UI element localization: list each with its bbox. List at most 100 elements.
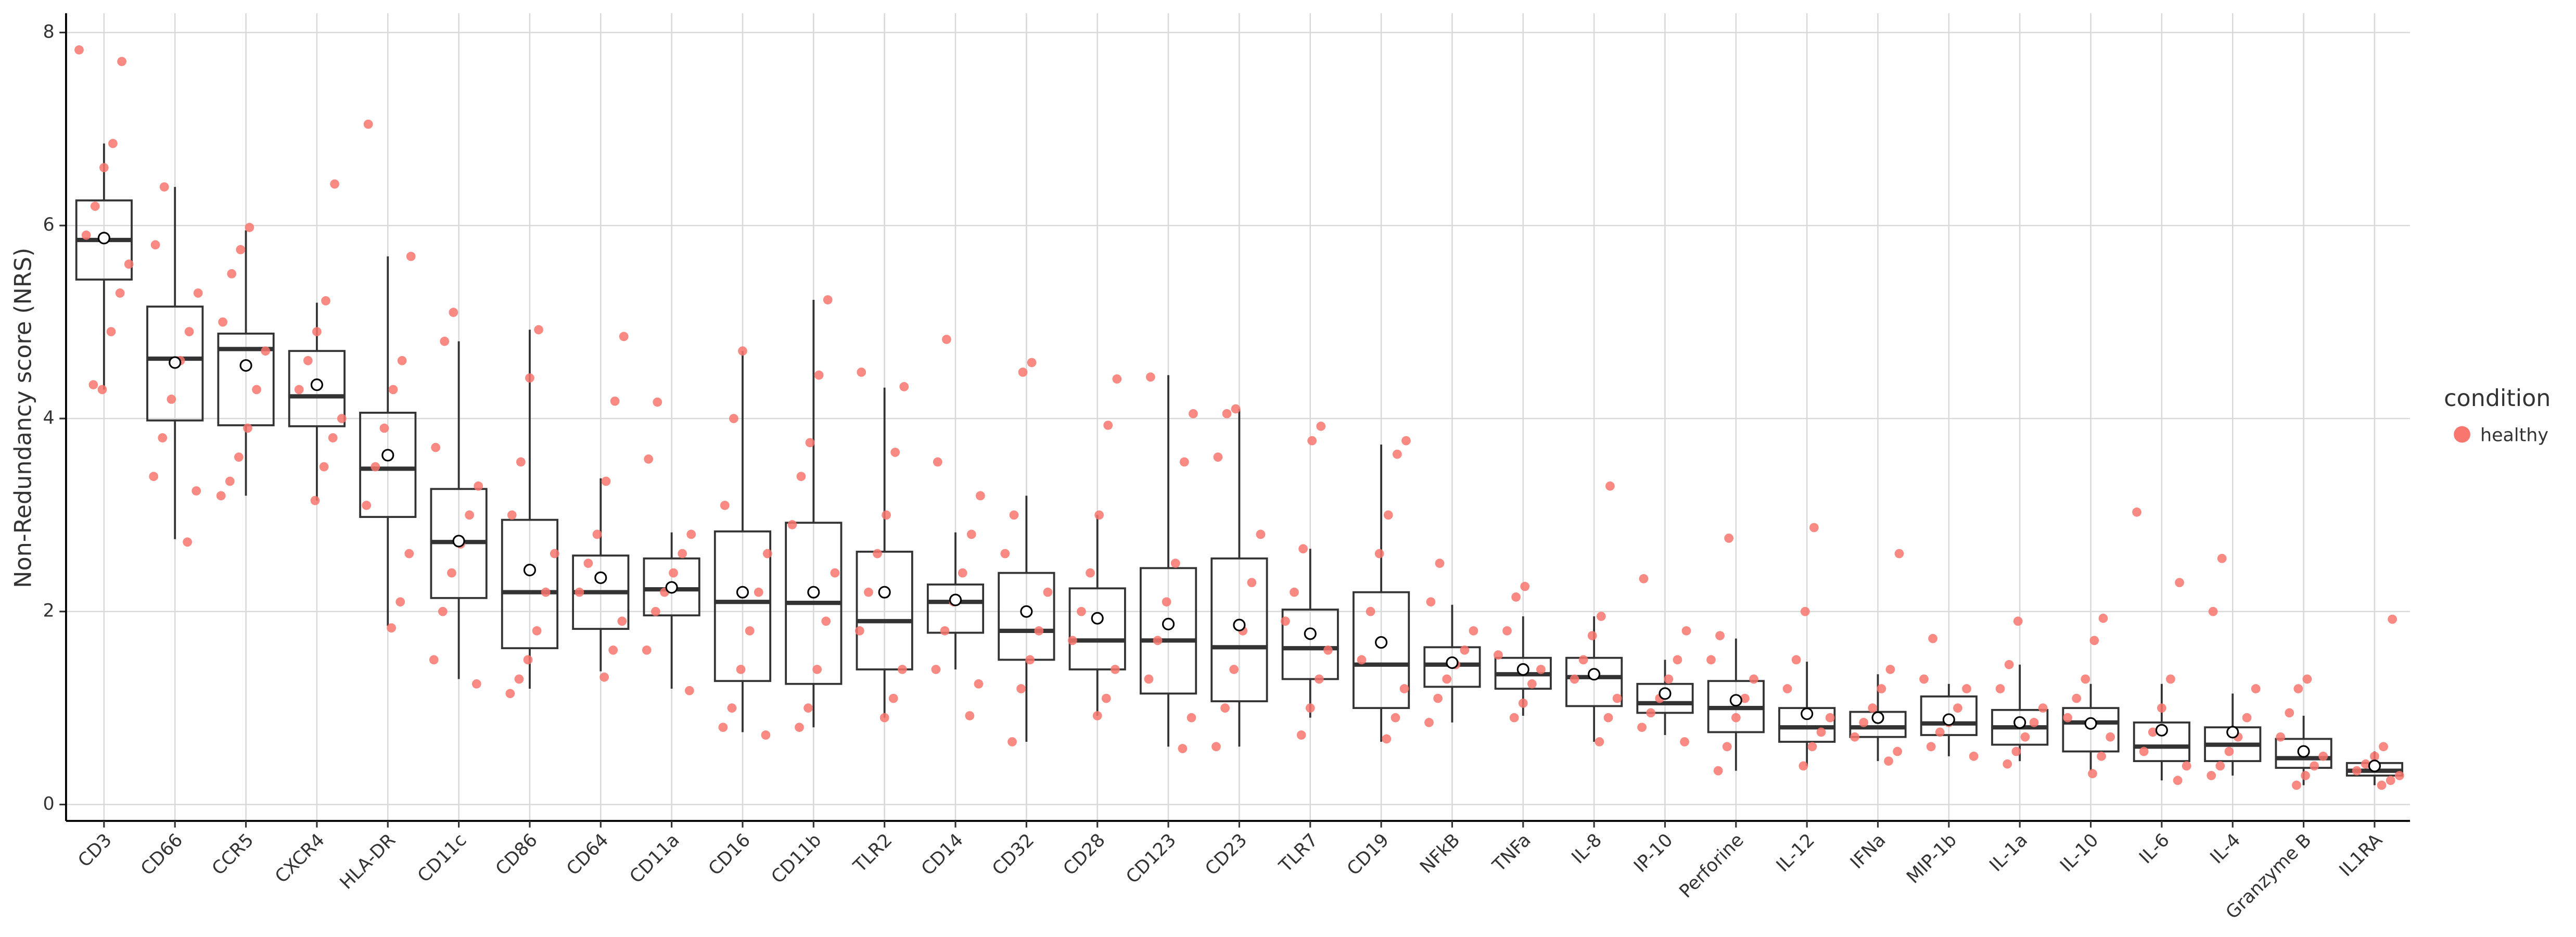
data-point: [2175, 578, 2184, 588]
data-point: [1435, 559, 1445, 568]
legend-title: condition: [2444, 385, 2551, 412]
x-tick-label: CD11b: [768, 830, 826, 888]
data-point: [1782, 684, 1792, 693]
data-point: [1229, 665, 1239, 674]
data-point: [1868, 703, 1878, 713]
mean: [594, 571, 607, 584]
data-point: [2377, 780, 2387, 790]
x-tick-label: CD32: [988, 830, 1038, 880]
data-point: [736, 665, 746, 674]
data-point: [303, 356, 313, 365]
data-point: [1256, 529, 1266, 539]
data-point: [2011, 746, 2021, 756]
data-point: [90, 201, 100, 211]
data-point: [550, 549, 559, 559]
mean: [1729, 694, 1742, 707]
mean: [2013, 716, 2026, 729]
data-point: [406, 251, 416, 261]
x-tick-label: CD3: [74, 830, 116, 871]
data-point: [966, 529, 976, 539]
box: [1565, 656, 1623, 707]
mean: [665, 581, 678, 594]
data-point: [1323, 645, 1333, 655]
data-point: [1460, 645, 1470, 655]
data-point: [447, 568, 456, 578]
data-point: [796, 472, 806, 482]
data-point: [167, 395, 176, 404]
mean: [2155, 724, 2168, 737]
data-point: [2088, 769, 2097, 779]
data-point: [1740, 693, 1750, 703]
data-point: [1603, 713, 1613, 723]
data-point: [1222, 409, 1232, 419]
data-point: [1518, 698, 1528, 708]
data-point: [823, 295, 833, 305]
mean: [1020, 605, 1033, 618]
data-point: [2089, 636, 2099, 645]
x-tick-label: NFkB: [1416, 830, 1464, 878]
box: [2133, 721, 2190, 762]
data-point: [525, 373, 534, 383]
box: [926, 583, 985, 634]
data-point: [532, 626, 542, 636]
data-point: [2173, 776, 2183, 786]
data-point: [1034, 626, 1044, 636]
mean: [736, 586, 749, 599]
data-point: [814, 370, 824, 380]
x-tick-label: TNFa: [1488, 830, 1535, 877]
data-point: [2004, 660, 2014, 669]
box: [1139, 567, 1197, 695]
data-point: [678, 549, 687, 559]
x-tick-label: CD11a: [626, 830, 684, 888]
data-point: [1231, 404, 1241, 414]
box: [288, 350, 346, 427]
x-tick-label: IFNa: [1846, 830, 1890, 873]
data-point: [1094, 510, 1104, 520]
data-point: [1247, 578, 1257, 588]
box: [1210, 557, 1268, 703]
data-point: [2292, 780, 2301, 790]
mean: [523, 563, 536, 577]
data-point: [601, 476, 611, 486]
data-point: [1162, 597, 1171, 607]
data-point: [1178, 744, 1188, 753]
data-point: [608, 645, 618, 655]
mean: [2368, 759, 2381, 773]
data-point: [727, 703, 737, 713]
data-point: [2106, 732, 2115, 742]
data-point: [2361, 759, 2370, 769]
data-point: [2251, 684, 2261, 693]
mean: [169, 356, 182, 369]
x-tick-label: IL-10: [2056, 830, 2102, 876]
data-point: [507, 510, 517, 520]
data-point: [1153, 636, 1163, 645]
data-point: [592, 529, 602, 539]
data-point: [1314, 674, 1324, 684]
data-point: [438, 606, 448, 616]
x-tick-label: CD19: [1343, 830, 1393, 880]
data-point: [1043, 587, 1053, 597]
data-point: [1366, 606, 1375, 616]
data-point: [965, 711, 975, 720]
data-point: [1144, 674, 1154, 684]
data-point: [729, 414, 738, 423]
data-point: [321, 296, 330, 306]
x-tick-label: CD86: [492, 830, 542, 880]
data-point: [159, 182, 169, 192]
data-point: [864, 587, 873, 597]
data-point: [2310, 761, 2319, 771]
data-point: [1086, 568, 1095, 578]
x-tick-label: CD11c: [414, 830, 470, 887]
mean: [97, 232, 110, 245]
data-point: [1791, 655, 1801, 665]
data-point: [1639, 574, 1649, 584]
data-point: [362, 500, 372, 510]
data-point: [1731, 713, 1741, 723]
mean: [1801, 707, 1814, 720]
data-point: [940, 626, 950, 636]
data-point: [761, 730, 771, 740]
x-tick-label: IL-6: [2135, 830, 2173, 868]
data-point: [821, 616, 831, 626]
legend-key: [2454, 426, 2470, 443]
data-point: [1509, 713, 1519, 723]
